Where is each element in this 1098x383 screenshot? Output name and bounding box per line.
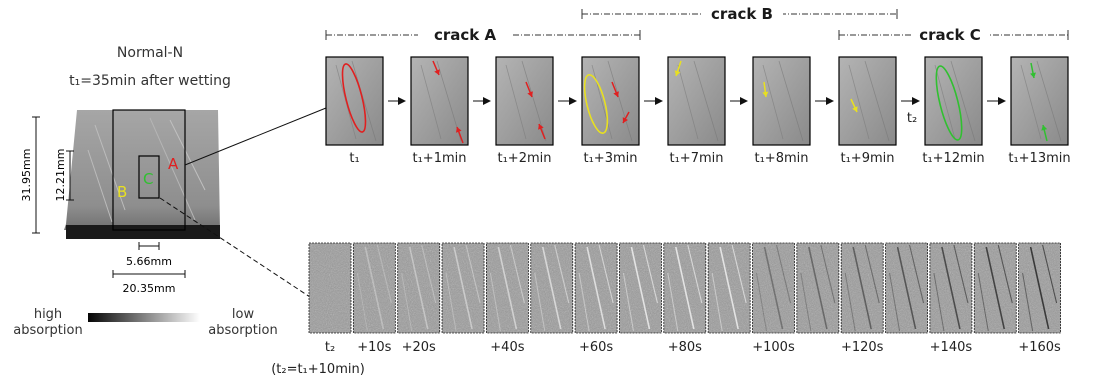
- top-frame-time-label: t₁+9min: [841, 151, 895, 166]
- sample-subtitle: t₁=35min after wetting: [69, 73, 231, 89]
- bottom-frame-time-label: +20s: [402, 340, 436, 355]
- footnote: (t₂=t₁+10min): [271, 362, 365, 377]
- dim-width-outer-label: 20.35mm: [123, 282, 176, 295]
- bottom-frame-time-label: +160s: [1018, 340, 1061, 355]
- bottom-frame: [485, 242, 529, 334]
- zoom-line-bottom: [159, 197, 311, 298]
- region-box-large: [112, 109, 186, 231]
- top-frame-time-label: t₁: [349, 151, 359, 166]
- legend-low-line1: low: [232, 307, 255, 322]
- region-box-small: [138, 155, 160, 199]
- top-frame: [325, 56, 384, 146]
- dim-width-small: [138, 242, 160, 250]
- top-frame-time-label: t₁+12min: [922, 151, 984, 166]
- crack-highlight-ellipse: [935, 65, 963, 141]
- crack-c-label: crack C: [919, 26, 981, 44]
- t2-marker: t₂: [907, 111, 917, 126]
- bottom-frame: [752, 242, 795, 334]
- label-c: C: [143, 170, 153, 188]
- bottom-frame-time-label: +120s: [841, 340, 884, 355]
- bottom-frame-time-label: t₂: [325, 340, 335, 355]
- bottom-frame: [530, 242, 574, 334]
- bottom-frame: [840, 242, 884, 334]
- bottom-frame: [308, 242, 352, 334]
- dim-height-outer: [32, 116, 40, 234]
- dim-width-outer: [112, 270, 186, 278]
- bottom-frame: [574, 242, 618, 334]
- dim-height-inner: [66, 150, 74, 201]
- sample-image: [64, 110, 220, 239]
- bottom-frame-time-label: +100s: [752, 340, 795, 355]
- top-frame: [1010, 56, 1069, 146]
- crack-highlight-ellipse: [583, 74, 609, 134]
- bottom-frame: [973, 242, 1017, 334]
- bottom-frame-time-label: +140s: [930, 340, 973, 355]
- top-frame: [667, 56, 726, 146]
- bottom-frame: [885, 242, 928, 334]
- zoom-line-top: [184, 107, 327, 166]
- top-frame: [581, 56, 640, 146]
- top-frame: [752, 56, 811, 146]
- bottom-frame-time-label: +10s: [357, 340, 391, 355]
- top-frame: [838, 56, 897, 146]
- bottom-frame: [397, 242, 441, 334]
- crack-a-label: crack A: [434, 26, 497, 44]
- dim-height-inner-label: 12.21mm: [54, 149, 67, 202]
- top-frame-time-label: t₁+3min: [584, 151, 638, 166]
- bottom-frame: [663, 242, 707, 334]
- bottom-frame: [707, 242, 751, 334]
- top-frame-time-label: t₁+8min: [755, 151, 809, 166]
- bottom-frame: [1018, 242, 1061, 334]
- sample-title: Normal-N: [117, 45, 183, 61]
- dim-height-outer-label: 31.95mm: [20, 149, 33, 202]
- top-frame: [924, 56, 983, 146]
- legend-high-line1: high: [34, 307, 62, 322]
- top-frames-row: t₁ t₁+1min t₁+2min t₁+3min t₁+7min t₁+8min t₁+…: [325, 56, 1071, 166]
- dim-width-small-label: 5.66mm: [126, 255, 172, 268]
- top-frame-time-label: t₁+2min: [498, 151, 552, 166]
- top-frame-time-label: t₁+1min: [413, 151, 467, 166]
- top-frame-time-label: t₁+7min: [670, 151, 724, 166]
- bottom-frame: [619, 242, 662, 334]
- legend-low-line2: absorption: [208, 323, 277, 338]
- bottom-frame: [352, 242, 396, 334]
- bottom-frame: [796, 242, 840, 334]
- top-frame: [410, 56, 469, 146]
- legend-high-line2: absorption: [13, 323, 82, 338]
- legend-gradient-bar: [88, 313, 200, 322]
- top-frame-time-label: t₁+13min: [1008, 151, 1070, 166]
- bottom-frame-time-label: +80s: [668, 340, 702, 355]
- crack-highlight-ellipse: [341, 63, 367, 133]
- bottom-frame: [441, 242, 485, 334]
- top-frame: [495, 56, 554, 146]
- bottom-frames-row: t₂ +10s +20s +40s +60s +80s +100s +120s +140s +16…: [308, 242, 1061, 355]
- bottom-frame-time-label: +40s: [490, 340, 524, 355]
- label-b: B: [117, 183, 127, 201]
- bottom-frame: [929, 242, 973, 334]
- label-a: A: [168, 155, 179, 173]
- crack-b-label: crack B: [711, 5, 773, 23]
- bottom-frame-time-label: +60s: [579, 340, 613, 355]
